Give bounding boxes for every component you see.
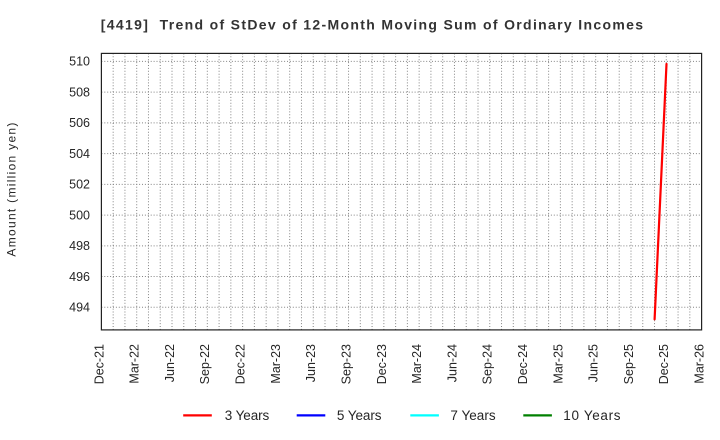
svg-text:Dec-22: Dec-22 (234, 344, 248, 384)
svg-text:7 Years: 7 Years (450, 408, 495, 423)
svg-text:Jun-23: Jun-23 (304, 344, 318, 382)
svg-text:Dec-25: Dec-25 (657, 344, 671, 384)
svg-text:494: 494 (69, 301, 90, 315)
svg-text:Mar-23: Mar-23 (269, 344, 283, 384)
svg-text:Sep-24: Sep-24 (481, 344, 495, 384)
svg-text:Dec-21: Dec-21 (92, 344, 106, 384)
svg-text:Sep-22: Sep-22 (198, 344, 212, 384)
svg-text:496: 496 (69, 270, 90, 284)
svg-text:Sep-23: Sep-23 (339, 344, 353, 384)
svg-text:Sep-25: Sep-25 (622, 344, 636, 384)
svg-text:Mar-25: Mar-25 (551, 344, 565, 384)
svg-text:Dec-23: Dec-23 (375, 344, 389, 384)
svg-text:Jun-25: Jun-25 (587, 344, 601, 382)
svg-text:500: 500 (69, 208, 90, 222)
svg-text:Jun-22: Jun-22 (163, 344, 177, 382)
svg-text:498: 498 (69, 239, 90, 253)
svg-text:Mar-22: Mar-22 (128, 344, 142, 384)
svg-text:10 Years: 10 Years (563, 408, 620, 423)
svg-text:Mar-26: Mar-26 (693, 344, 707, 384)
svg-text:506: 506 (69, 116, 90, 130)
svg-text:Jun-24: Jun-24 (445, 344, 459, 382)
svg-text:504: 504 (69, 147, 90, 161)
svg-text:510: 510 (69, 55, 90, 69)
svg-text:5 Years: 5 Years (337, 408, 382, 423)
svg-text:508: 508 (69, 85, 90, 99)
svg-text:Amount (million yen): Amount (million yen) (5, 123, 19, 257)
svg-text:[4419] Trend of StDev of 12-M: [4419] Trend of StDev of 12-Month Moving… (101, 17, 643, 33)
svg-text:Mar-24: Mar-24 (410, 344, 424, 384)
svg-text:502: 502 (69, 178, 90, 192)
svg-text:Dec-24: Dec-24 (516, 344, 530, 384)
svg-text:3 Years: 3 Years (225, 408, 270, 423)
